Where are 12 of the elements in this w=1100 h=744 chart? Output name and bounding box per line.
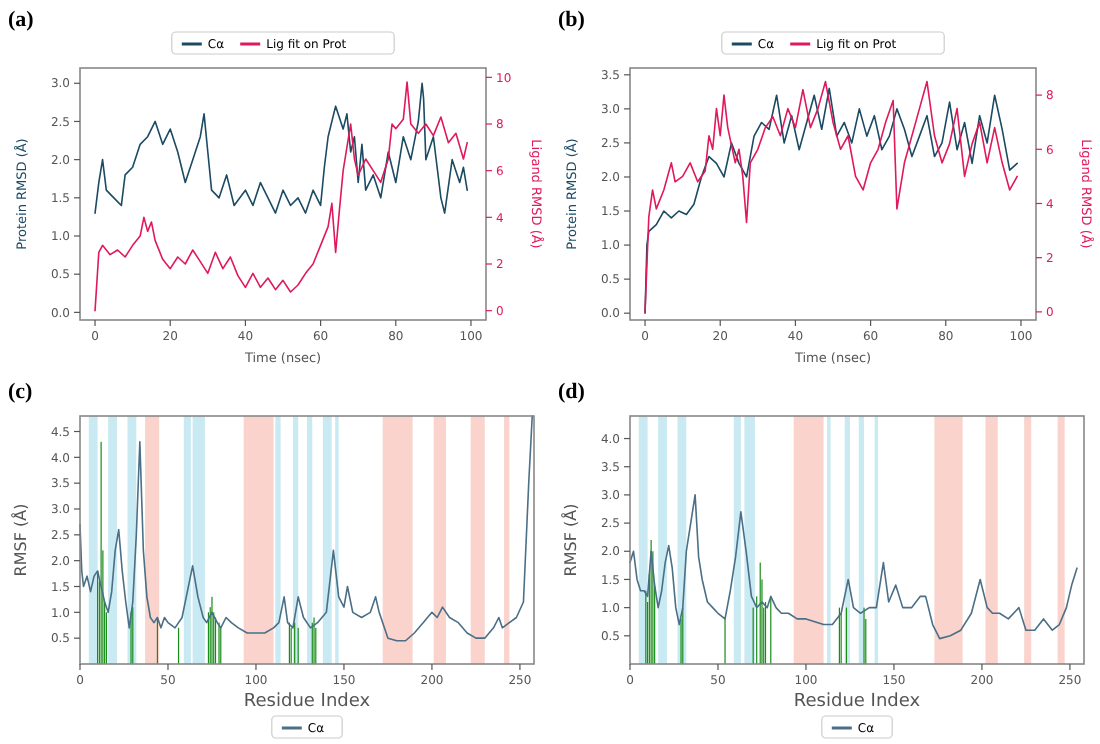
line-series <box>629 494 1078 640</box>
chart-title: (c) <box>8 380 34 404</box>
chart-title: (d) <box>558 380 586 404</box>
chart-title: (a) <box>8 8 35 32</box>
y-axis-title: RMSF (Å) <box>560 503 580 577</box>
line-series <box>79 415 534 642</box>
x-axis-title: Residue Index <box>243 692 372 712</box>
y-axis-title: RMSF (Å) <box>10 503 30 577</box>
line-series <box>94 82 468 214</box>
x-axis-title: Residue Index <box>793 692 922 712</box>
line-series <box>94 81 468 312</box>
chart-title: (b) <box>558 8 586 32</box>
